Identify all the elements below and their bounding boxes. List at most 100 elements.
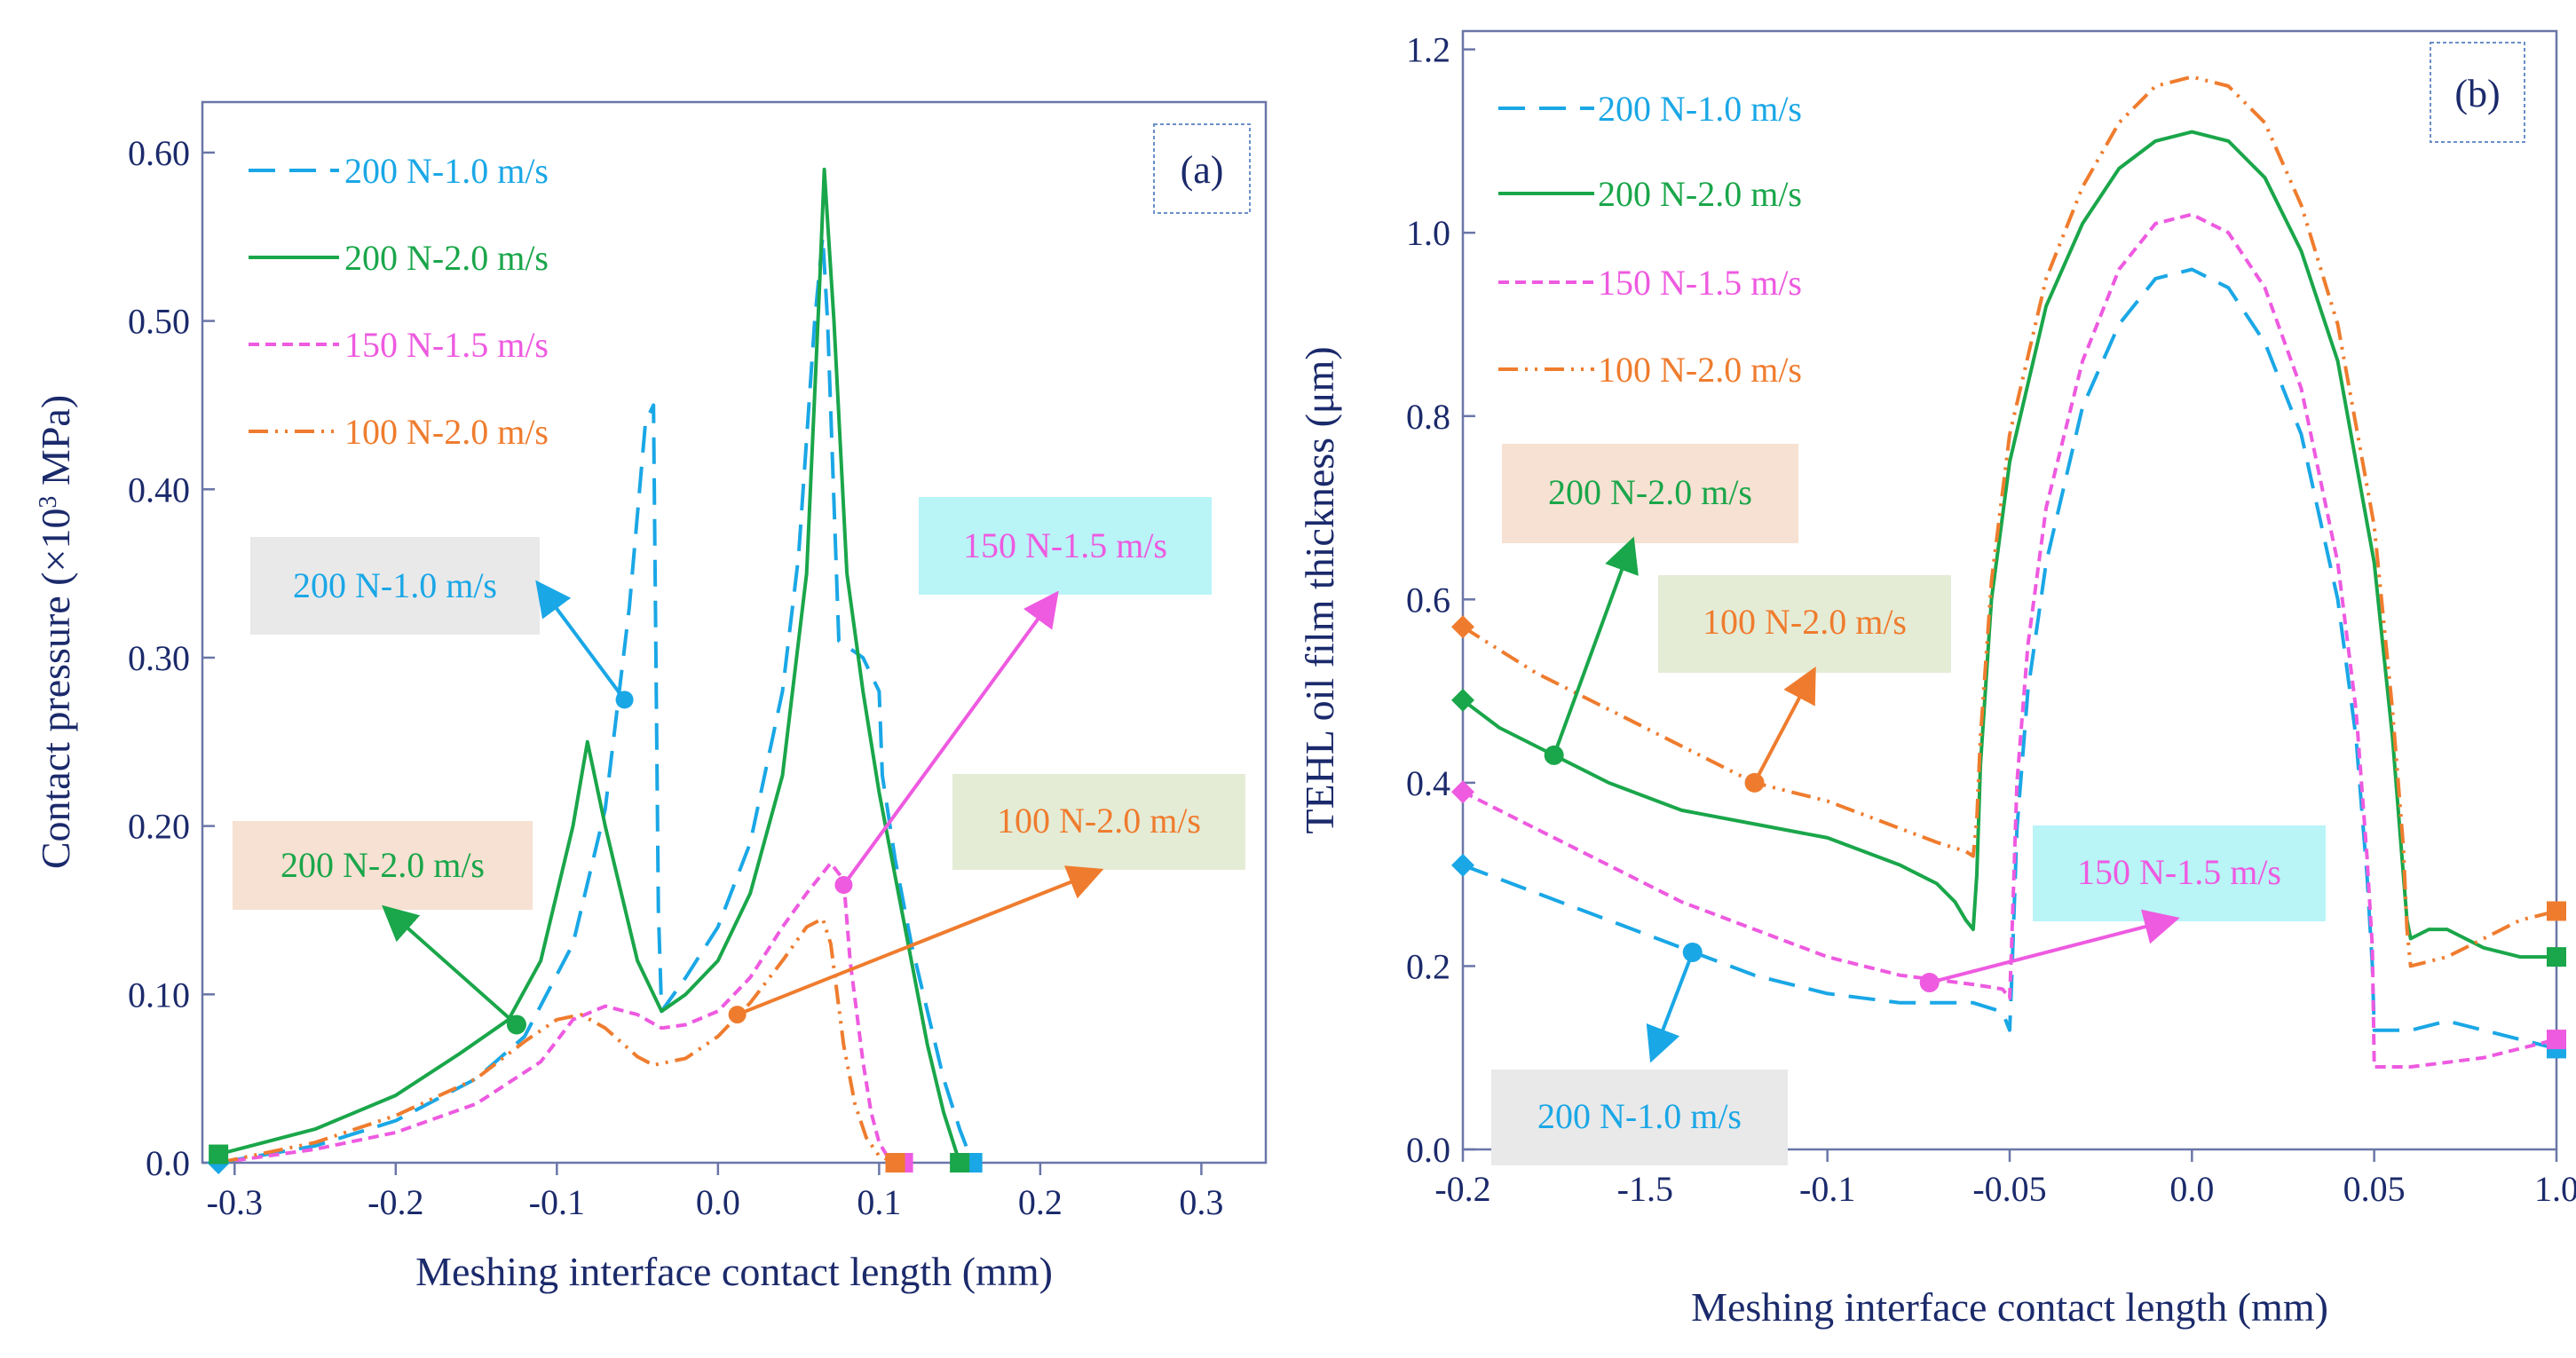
panel-b-y-ticks: 0.0 0.2 0.4 0.6 0.8 1.0 1.2 xyxy=(1406,30,1475,1170)
panel-a-annotation-1: 200 N-2.0 m/s xyxy=(233,821,533,1034)
panel-b-tag: (b) xyxy=(2454,72,2500,115)
series-line-0 xyxy=(1462,267,2557,1051)
panel-b-series xyxy=(1461,75,2557,1069)
panel-a-tag-box xyxy=(1153,123,1251,214)
panel-a-annotation-3: 100 N-2.0 m/s xyxy=(728,774,1245,1024)
x-tick-label: -0.1 xyxy=(529,1182,585,1222)
series-line-0 xyxy=(217,234,975,1165)
annotation-arrow xyxy=(736,865,1104,1016)
series-line-1 xyxy=(217,167,962,1164)
legend-b-label-1: 200 N-2.0 m/s xyxy=(1598,174,1802,214)
annotation-label: 200 N-1.0 m/s xyxy=(1537,1096,1742,1136)
annotation-label: 200 N-2.0 m/s xyxy=(281,845,485,885)
panel-b-annotation-2: 150 N-1.5 m/s xyxy=(1920,825,2326,992)
x-tick-label: 0.1 xyxy=(857,1182,901,1222)
annotation-arrow xyxy=(382,904,518,1026)
data-marker xyxy=(2547,947,2566,967)
data-marker xyxy=(2547,1030,2566,1050)
panel-a-y-axis-label-sup: 3 xyxy=(35,496,62,509)
panel-b-legend: 200 N-1.0 m/s 200 N-2.0 m/s 150 N-1.5 m/… xyxy=(1498,89,1802,390)
annotation-arrow xyxy=(842,590,1059,887)
data-marker xyxy=(2547,901,2566,921)
panel-a-annotation-2: 150 N-1.5 m/s xyxy=(834,497,1212,895)
data-marker xyxy=(950,1153,970,1172)
x-tick-label: -0.2 xyxy=(1434,1169,1490,1209)
annotation-point xyxy=(1920,974,1939,992)
data-marker xyxy=(1451,615,1474,639)
y-tick-label: 0.30 xyxy=(128,638,190,678)
annotation-point xyxy=(1745,773,1764,792)
panel-a-annotation-0: 200 N-1.0 m/s xyxy=(250,537,634,709)
x-tick-label: 0.0 xyxy=(2169,1169,2214,1209)
panel-a-y-axis-label-main: Contact pressure (×10 xyxy=(33,509,78,870)
annotation-box xyxy=(1491,1070,1788,1165)
annotation-arrow xyxy=(1752,666,1816,784)
annotation-box xyxy=(233,821,533,910)
panel-a-x-axis-label: Meshing interface contact length (mm) xyxy=(415,1249,1053,1294)
annotation-label: 100 N-2.0 m/s xyxy=(1703,602,1907,642)
panel-a-markers xyxy=(207,1015,983,1174)
annotation-point xyxy=(728,1006,747,1024)
y-tick-label: 0.4 xyxy=(1406,763,1450,803)
annotation-point xyxy=(615,691,634,709)
panel-b: 0.0 0.2 0.4 0.6 0.8 1.0 1.2 -0.2 -1.5 -0.1 -0.05 0… xyxy=(1297,30,2576,1330)
panel-a-legend: 200 N-1.0 m/s 200 N-2.0 m/s 150 N-1.5 m/… xyxy=(249,151,549,452)
y-tick-label: 0.60 xyxy=(128,133,190,173)
annotation-arrow xyxy=(1646,951,1695,1063)
annotation-label: 100 N-2.0 m/s xyxy=(997,801,1201,841)
x-tick-label: -0.1 xyxy=(1799,1169,1855,1209)
x-tick-label: -0.2 xyxy=(367,1182,423,1222)
legend-b-label-2: 150 N-1.5 m/s xyxy=(1598,263,1802,303)
panel-a-y-axis-label: Contact pressure (×103 MPa) xyxy=(33,395,78,869)
y-tick-label: 0.40 xyxy=(128,470,190,509)
series-line-1 xyxy=(1461,130,2556,959)
annotation-box xyxy=(952,774,1245,870)
annotation-label: 150 N-1.5 m/s xyxy=(963,525,1167,565)
y-tick-label: 0.6 xyxy=(1406,580,1450,620)
y-tick-label: 0.10 xyxy=(128,975,190,1015)
panel-a: 0.0 0.10 0.20 0.30 0.40 0.50 0.60 -0.3 -0.2 -0.1… xyxy=(33,100,1268,1294)
panel-b-x-ticks: -0.2 -1.5 -0.1 -0.05 0.0 0.05 1.0 xyxy=(1434,1149,2576,1209)
x-tick-label: 1.0 xyxy=(2534,1169,2576,1209)
data-marker xyxy=(1451,688,1474,712)
annotation-box xyxy=(1658,575,1951,673)
panel-a-plot-frame xyxy=(201,100,1268,1165)
y-tick-label: 0.8 xyxy=(1406,397,1450,437)
y-tick-label: 0.0 xyxy=(146,1143,190,1183)
panel-b-y-axis-label: TEHL oil film thickness (μm) xyxy=(1297,346,1342,833)
legend-b-label-3: 100 N-2.0 m/s xyxy=(1598,350,1802,390)
annotation-point xyxy=(507,1015,525,1034)
y-tick-label: 0.20 xyxy=(128,807,190,847)
legend-a-label-2: 150 N-1.5 m/s xyxy=(344,325,549,365)
panel-b-annotation-0: 200 N-2.0 m/s xyxy=(1502,444,1798,764)
annotation-box xyxy=(919,497,1212,595)
annotation-arrow xyxy=(1929,909,2180,984)
panel-b-x-axis-label: Meshing interface contact length (mm) xyxy=(1691,1284,2328,1330)
series-line-3 xyxy=(1461,75,2557,968)
legend-a-label-1: 200 N-2.0 m/s xyxy=(344,238,549,278)
panel-a-y-axis-label-end: MPa) xyxy=(33,395,78,496)
annotation-box xyxy=(1502,444,1798,543)
y-tick-label: 0.50 xyxy=(128,302,190,342)
panel-b-tag-box xyxy=(2430,42,2525,143)
y-tick-label: 0.2 xyxy=(1406,946,1450,986)
annotation-arrow xyxy=(1552,536,1639,756)
y-tick-label: 1.0 xyxy=(1406,213,1450,253)
panel-a-tag: (a) xyxy=(1181,148,1224,192)
panel-a-series xyxy=(217,167,975,1165)
annotation-point xyxy=(834,876,853,895)
x-tick-label: -0.3 xyxy=(207,1182,263,1222)
x-tick-label: -0.05 xyxy=(1972,1169,2046,1209)
data-marker xyxy=(1451,780,1474,804)
annotation-point xyxy=(1683,943,1702,961)
x-tick-label: 0.2 xyxy=(1018,1182,1063,1222)
panel-a-y-ticks: 0.0 0.10 0.20 0.30 0.40 0.50 0.60 xyxy=(128,133,215,1183)
panel-b-annotation-3: 200 N-1.0 m/s xyxy=(1491,943,1788,1165)
legend-b-label-0: 200 N-1.0 m/s xyxy=(1598,89,1802,129)
annotation-point xyxy=(1545,746,1563,764)
panel-b-markers xyxy=(1451,615,2566,1059)
annotation-arrow xyxy=(535,580,627,701)
x-tick-label: 0.0 xyxy=(696,1182,740,1222)
annotation-label: 150 N-1.5 m/s xyxy=(2077,852,2281,892)
